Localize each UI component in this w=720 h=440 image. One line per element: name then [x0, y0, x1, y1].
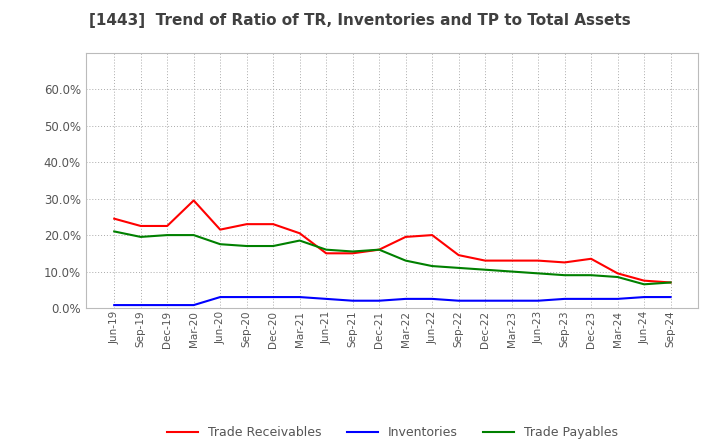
Trade Receivables	[587, 256, 595, 261]
Trade Payables	[269, 243, 277, 249]
Trade Receivables	[295, 231, 304, 236]
Trade Payables	[666, 280, 675, 285]
Trade Receivables	[401, 234, 410, 239]
Trade Payables	[560, 272, 569, 278]
Trade Receivables	[613, 271, 622, 276]
Trade Payables	[508, 269, 516, 274]
Inventories	[189, 302, 198, 308]
Trade Receivables	[110, 216, 119, 221]
Inventories	[295, 294, 304, 300]
Inventories	[348, 298, 357, 303]
Inventories	[428, 296, 436, 301]
Inventories	[269, 294, 277, 300]
Inventories	[640, 294, 649, 300]
Inventories	[322, 296, 330, 301]
Trade Receivables	[428, 232, 436, 238]
Trade Receivables	[163, 224, 171, 229]
Trade Receivables	[269, 221, 277, 227]
Trade Receivables	[216, 227, 225, 232]
Trade Payables	[640, 282, 649, 287]
Line: Trade Payables: Trade Payables	[114, 231, 670, 284]
Text: [1443]  Trend of Ratio of TR, Inventories and TP to Total Assets: [1443] Trend of Ratio of TR, Inventories…	[89, 13, 631, 28]
Trade Payables	[136, 234, 145, 239]
Trade Payables	[295, 238, 304, 243]
Trade Receivables	[534, 258, 542, 263]
Inventories	[613, 296, 622, 301]
Inventories	[136, 302, 145, 308]
Trade Payables	[189, 232, 198, 238]
Trade Payables	[348, 249, 357, 254]
Trade Receivables	[348, 251, 357, 256]
Trade Receivables	[454, 253, 463, 258]
Inventories	[401, 296, 410, 301]
Trade Receivables	[322, 251, 330, 256]
Trade Payables	[401, 258, 410, 263]
Trade Payables	[110, 229, 119, 234]
Inventories	[508, 298, 516, 303]
Trade Receivables	[560, 260, 569, 265]
Trade Payables	[243, 243, 251, 249]
Trade Payables	[375, 247, 384, 252]
Legend: Trade Receivables, Inventories, Trade Payables: Trade Receivables, Inventories, Trade Pa…	[162, 422, 623, 440]
Trade Receivables	[481, 258, 490, 263]
Trade Receivables	[666, 280, 675, 285]
Trade Payables	[322, 247, 330, 252]
Inventories	[110, 302, 119, 308]
Trade Payables	[587, 272, 595, 278]
Trade Payables	[428, 264, 436, 269]
Inventories	[560, 296, 569, 301]
Trade Receivables	[136, 224, 145, 229]
Trade Payables	[163, 232, 171, 238]
Inventories	[534, 298, 542, 303]
Trade Receivables	[508, 258, 516, 263]
Line: Trade Receivables: Trade Receivables	[114, 201, 670, 282]
Inventories	[587, 296, 595, 301]
Trade Payables	[534, 271, 542, 276]
Inventories	[243, 294, 251, 300]
Trade Receivables	[243, 221, 251, 227]
Inventories	[375, 298, 384, 303]
Trade Payables	[454, 265, 463, 271]
Trade Receivables	[189, 198, 198, 203]
Inventories	[481, 298, 490, 303]
Trade Payables	[613, 275, 622, 280]
Inventories	[666, 294, 675, 300]
Trade Payables	[481, 267, 490, 272]
Trade Payables	[216, 242, 225, 247]
Inventories	[163, 302, 171, 308]
Trade Receivables	[375, 247, 384, 252]
Inventories	[454, 298, 463, 303]
Trade Receivables	[640, 278, 649, 283]
Line: Inventories: Inventories	[114, 297, 670, 305]
Inventories	[216, 294, 225, 300]
